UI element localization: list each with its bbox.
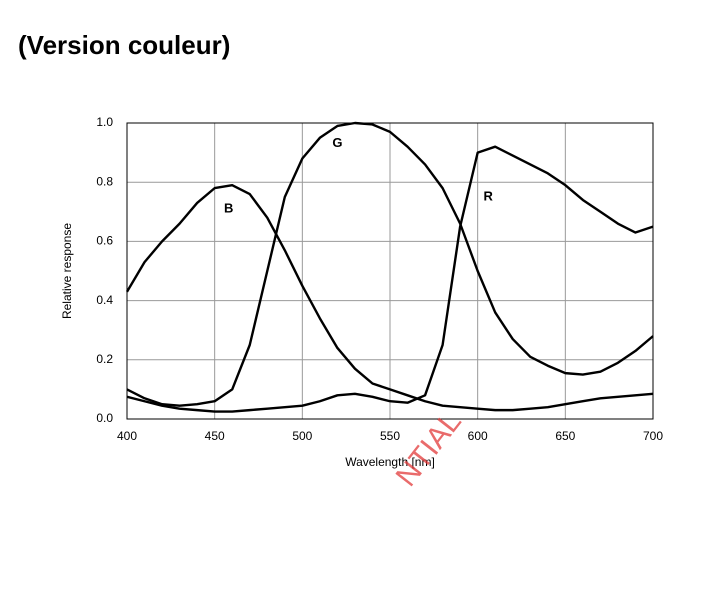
series-line: [126, 121, 654, 407]
plot-frame: [126, 122, 654, 420]
series-label: B: [224, 200, 233, 215]
x-axis-label: Wavelength [nm]: [345, 455, 435, 469]
x-tick-label: 700: [643, 429, 663, 443]
x-tick-label: 550: [380, 429, 400, 443]
y-tick-label: 1.0: [96, 115, 113, 129]
x-tick-label: 400: [117, 429, 137, 443]
x-tick-label: 600: [468, 429, 488, 443]
y-tick-label: 0.4: [96, 293, 113, 307]
series-label: R: [483, 188, 493, 203]
y-tick-label: 0.2: [96, 352, 113, 366]
y-tick-label: 0.0: [96, 411, 113, 425]
series-line: [126, 145, 654, 413]
x-tick-label: 500: [292, 429, 312, 443]
y-axis-label: Relative response: [60, 223, 74, 319]
y-tick-label: 0.8: [96, 174, 113, 188]
watermark: NTIAL: [390, 405, 468, 492]
page-title: (Version couleur): [18, 30, 231, 60]
x-tick-label: 450: [205, 429, 225, 443]
x-tick-label: 650: [555, 429, 575, 443]
series-label: G: [332, 135, 342, 150]
y-tick-label: 0.6: [96, 234, 113, 248]
series-line: [125, 183, 654, 412]
